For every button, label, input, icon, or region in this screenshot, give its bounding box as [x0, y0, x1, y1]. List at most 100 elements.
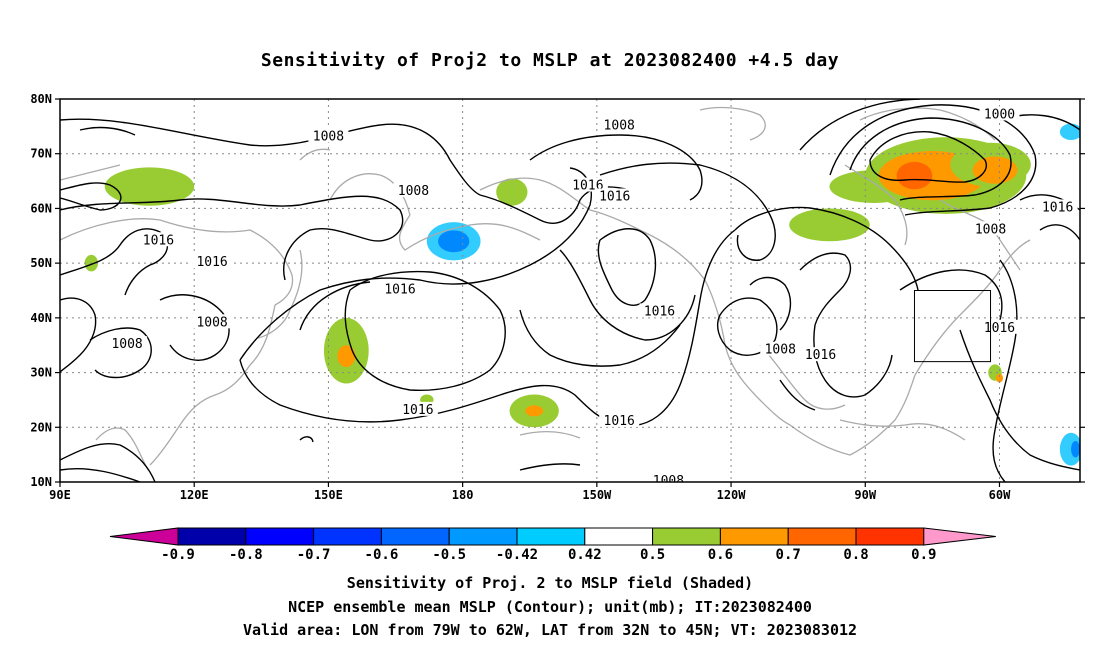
- contour-label-bg: [138, 232, 179, 247]
- lat-label: 60N: [30, 201, 52, 215]
- colorbar-label: -0.7: [297, 547, 331, 563]
- colorbar-swatch: [177, 527, 247, 546]
- contour-label-bg: [594, 188, 635, 203]
- colorbar: [109, 527, 996, 546]
- contour-label-bg: [800, 347, 841, 362]
- contour-label-bg: [393, 183, 434, 198]
- colorbar-label: -0.42: [496, 547, 538, 563]
- contour-label-bg: [192, 314, 233, 329]
- colorbar-swatch: [313, 527, 382, 546]
- contour-label: 1016: [384, 283, 415, 298]
- colorbar-swatch: [380, 527, 450, 546]
- sensitivity-blob: [496, 178, 528, 206]
- lat-label: 80N: [30, 92, 52, 106]
- colorbar-label: 0.5: [640, 547, 665, 563]
- valid-area-box: [913, 290, 992, 363]
- sensitivity-blob: [104, 167, 195, 206]
- sensitivity-blob: [995, 373, 1004, 383]
- contour-label-bg: [970, 221, 1011, 236]
- contour-label-bg: [599, 117, 640, 132]
- lon-label: 150W: [582, 488, 612, 502]
- contour-label-bg: [192, 254, 233, 269]
- contour-label: 1016: [599, 189, 630, 204]
- contour-label: 1016: [604, 414, 635, 429]
- contour-label: 1008: [604, 118, 635, 133]
- sensitivity-blob: [525, 405, 544, 417]
- contour-label-bg: [308, 128, 349, 143]
- contour-label: 1008: [975, 222, 1006, 237]
- colorbar-low-extend: [109, 527, 179, 546]
- lat-label: 70N: [30, 147, 52, 161]
- valid-area-rectangle: [913, 290, 992, 363]
- sensitivity-blob: [337, 345, 356, 368]
- page-title: Sensitivity of Proj2 to MSLP at 20230824…: [260, 50, 840, 71]
- caption-valid-area: Valid area: LON from 79W to 62W, LAT fro…: [242, 621, 858, 639]
- colorbar-swatch: [787, 527, 857, 546]
- contour-label-bg: [107, 336, 148, 351]
- contour-label: 1016: [143, 233, 174, 248]
- lat-label: 10N: [30, 475, 52, 489]
- contour-label: 1008: [313, 129, 344, 144]
- colorbar-label: 0.6: [708, 547, 733, 563]
- colorbar-swatch: [719, 527, 789, 546]
- colorbar-swatch: [584, 527, 654, 546]
- sensitivity-blob: [896, 161, 933, 190]
- contour-label-bg: [567, 177, 608, 192]
- colorbar-swatch: [516, 527, 586, 546]
- contour-label: 1016: [805, 348, 836, 363]
- colorbar-label: 0.8: [843, 547, 868, 563]
- colorbar-label: 0.7: [776, 547, 801, 563]
- plot-frame: [59, 98, 1081, 483]
- sensitivity-blob: [1059, 123, 1080, 141]
- lat-label: 20N: [30, 420, 52, 434]
- colorbar-label: -0.6: [365, 547, 399, 563]
- colorbar-label: -0.9: [161, 547, 195, 563]
- sensitivity-blob: [1059, 432, 1080, 466]
- caption-shading: Sensitivity of Proj. 2 to MSLP field (Sh…: [346, 574, 754, 592]
- contour-label-bg: [639, 303, 680, 318]
- sensitivity-shading: [84, 123, 1080, 466]
- colorbar-label: -0.8: [229, 547, 263, 563]
- sensitivity-blob: [789, 208, 870, 242]
- lon-label: 90E: [49, 488, 71, 502]
- colorbar-label: -0.5: [432, 547, 466, 563]
- contour-label: 1008: [653, 474, 684, 489]
- lon-label: 150E: [314, 488, 343, 502]
- contour-label: 1016: [402, 403, 433, 418]
- contour-label: 1008: [196, 315, 227, 330]
- contour-labels: 1008 1008 1000 1008 1016 1016 1016 1008 1016 1016…: [107, 106, 1078, 489]
- contour-label: 1008: [765, 343, 796, 358]
- colorbar-label: 0.9: [911, 547, 936, 563]
- contour-label: 1008: [111, 337, 142, 352]
- lon-label: 120E: [180, 488, 209, 502]
- longitude-labels: 90E 120E 150E 180 150W 120W 90W 60W: [49, 488, 1011, 502]
- colorbar-labels: -0.9 -0.8 -0.7 -0.6 -0.5 -0.42 0.42 0.5 0.6 0.7 0.…: [161, 547, 936, 563]
- contour-label-bg: [397, 401, 438, 416]
- colorbar-swatch: [245, 527, 315, 546]
- lat-label: 40N: [30, 311, 52, 325]
- contour-label: 1016: [196, 255, 227, 270]
- lon-label: 60W: [989, 488, 1011, 502]
- contour-label-bg: [1037, 199, 1078, 214]
- contour-label: 1016: [1042, 200, 1073, 215]
- contour-label: 1008: [398, 184, 429, 199]
- sensitivity-blob: [438, 230, 470, 253]
- lat-label: 30N: [30, 366, 52, 380]
- contour-label: 1016: [644, 304, 675, 319]
- colorbar-label: 0.42: [568, 547, 602, 563]
- contour-label-bg: [599, 412, 640, 427]
- contour-label-bg: [648, 473, 689, 482]
- lon-label: 120W: [717, 488, 747, 502]
- colorbar-swatch: [855, 527, 925, 546]
- contour-label-bg: [979, 106, 1020, 121]
- axis-ticks: [55, 98, 1085, 487]
- colorbar-high-extend: [923, 527, 996, 546]
- lat-label: 50N: [30, 256, 52, 270]
- lon-label: 180: [452, 488, 474, 502]
- contour-label-bg: [760, 341, 801, 356]
- contour-label-bg: [979, 319, 1020, 334]
- caption-contour: NCEP ensemble mean MSLP (Contour); unit(…: [288, 598, 812, 616]
- latitude-labels: 10N 20N 30N 40N 50N 60N 70N 80N: [30, 92, 52, 489]
- contour-label: 1000: [984, 107, 1015, 122]
